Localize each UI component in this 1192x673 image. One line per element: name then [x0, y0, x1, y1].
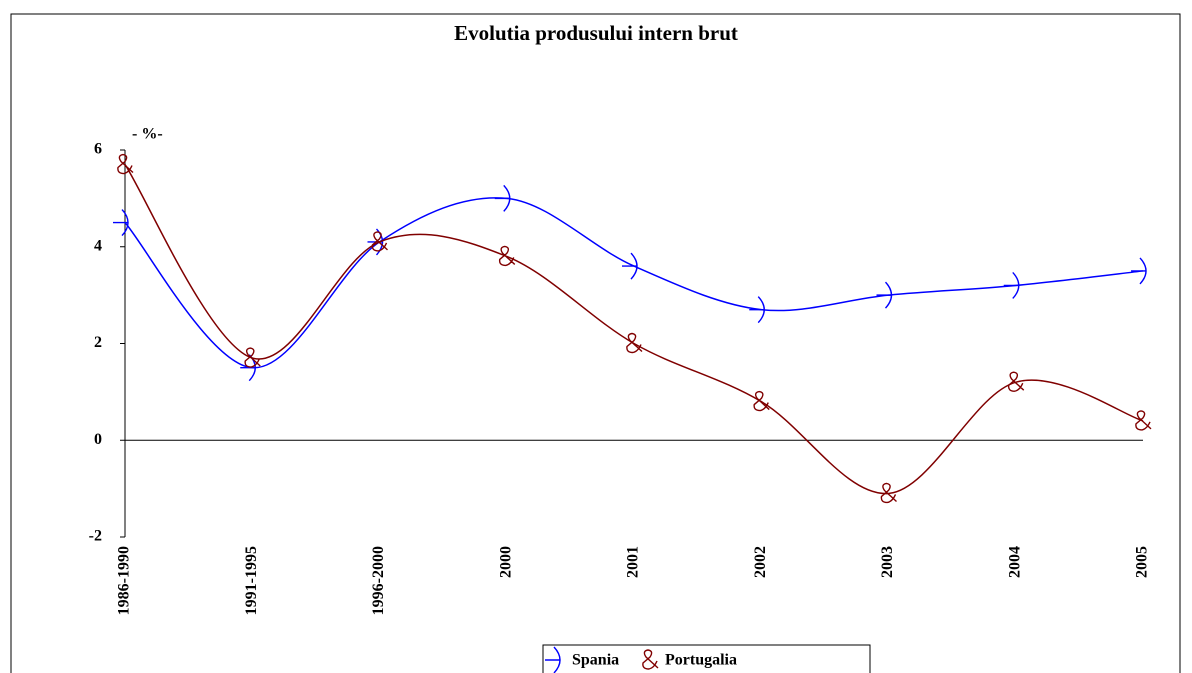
- point-marker: [876, 281, 893, 309]
- y-tick-label: -2: [89, 528, 102, 545]
- y-tick-label: 4: [94, 237, 102, 254]
- point-marker: [1003, 271, 1020, 299]
- series-line: [124, 164, 1144, 495]
- legend-label: Spania: [572, 652, 619, 669]
- x-tick-label: 1986-1990: [116, 546, 133, 615]
- point-marker: [753, 390, 770, 412]
- chart-title: Evolutia produsului intern brut: [454, 21, 738, 45]
- point-marker: [498, 245, 516, 267]
- point-marker: [371, 231, 388, 252]
- y-axis-label: - %-: [132, 126, 163, 143]
- y-tick-label: 0: [94, 431, 102, 448]
- point-marker: [113, 209, 129, 237]
- x-tick-label: 2005: [1134, 546, 1151, 578]
- point-marker: [494, 184, 511, 212]
- x-tick-label: 2003: [879, 546, 896, 578]
- legend: [542, 644, 871, 673]
- point-marker: [117, 153, 134, 175]
- point-marker: [1131, 257, 1147, 285]
- x-tick-label: 2001: [625, 546, 642, 578]
- point-marker: [1007, 371, 1025, 392]
- x-tick-label: 2002: [752, 546, 769, 578]
- y-tick-label: 6: [94, 141, 102, 158]
- series-line: [124, 197, 1144, 369]
- chart-border: [10, 13, 1181, 673]
- point-marker: [880, 482, 897, 504]
- point-marker: [1135, 410, 1152, 431]
- legend-label: Portugalia: [665, 652, 737, 669]
- point-marker: [622, 252, 638, 280]
- legend-marker: [642, 649, 659, 670]
- point-marker: [749, 296, 765, 324]
- point-marker: [244, 347, 261, 368]
- point-marker: [626, 332, 643, 354]
- x-tick-label: 2000: [497, 546, 514, 578]
- x-tick-label: 2004: [1006, 546, 1023, 578]
- x-tick-label: 1991-1995: [243, 546, 260, 615]
- legend-marker: [545, 646, 561, 673]
- x-tick-label: 1996-2000: [370, 546, 387, 615]
- y-tick-label: 2: [94, 334, 102, 351]
